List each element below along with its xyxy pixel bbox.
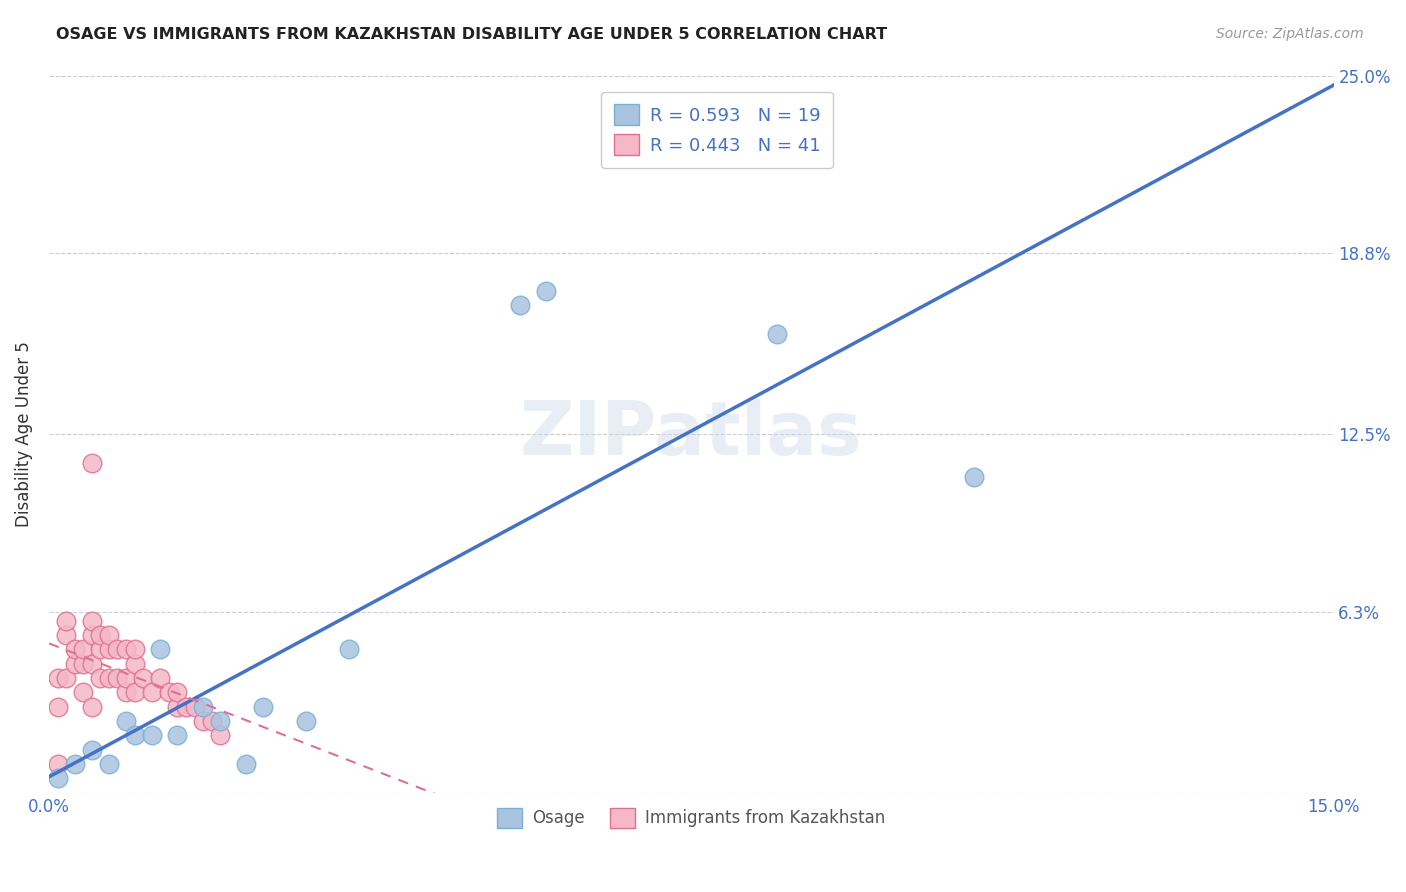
Text: OSAGE VS IMMIGRANTS FROM KAZAKHSTAN DISABILITY AGE UNDER 5 CORRELATION CHART: OSAGE VS IMMIGRANTS FROM KAZAKHSTAN DISA… — [56, 27, 887, 42]
Point — [97, 756, 120, 771]
Point — [63, 657, 86, 671]
Point — [191, 714, 214, 728]
Point — [157, 685, 180, 699]
Point — [201, 714, 224, 728]
Point — [149, 671, 172, 685]
Point — [191, 699, 214, 714]
Text: ZIPatlas: ZIPatlas — [520, 398, 862, 471]
Point — [534, 284, 557, 298]
Point — [115, 714, 138, 728]
Point — [46, 671, 69, 685]
Point — [63, 642, 86, 657]
Point — [166, 685, 188, 699]
Point — [89, 671, 111, 685]
Point — [80, 456, 103, 470]
Point — [63, 756, 86, 771]
Point — [115, 671, 138, 685]
Point — [149, 642, 172, 657]
Point — [80, 699, 103, 714]
Point — [252, 699, 274, 714]
Point — [55, 614, 77, 628]
Point — [124, 657, 146, 671]
Point — [72, 657, 94, 671]
Point — [97, 628, 120, 642]
Point — [80, 614, 103, 628]
Point — [124, 728, 146, 742]
Point — [80, 628, 103, 642]
Point — [80, 742, 103, 756]
Point — [46, 772, 69, 786]
Y-axis label: Disability Age Under 5: Disability Age Under 5 — [15, 341, 32, 527]
Point — [183, 699, 205, 714]
Point — [124, 685, 146, 699]
Point — [166, 699, 188, 714]
Point — [97, 671, 120, 685]
Legend: Osage, Immigrants from Kazakhstan: Osage, Immigrants from Kazakhstan — [491, 801, 891, 835]
Point — [107, 642, 129, 657]
Point — [115, 685, 138, 699]
Point — [46, 699, 69, 714]
Point — [89, 628, 111, 642]
Point — [46, 756, 69, 771]
Point — [141, 728, 163, 742]
Point — [174, 699, 197, 714]
Point — [72, 685, 94, 699]
Point — [80, 657, 103, 671]
Point — [509, 298, 531, 312]
Point — [97, 642, 120, 657]
Text: Source: ZipAtlas.com: Source: ZipAtlas.com — [1216, 27, 1364, 41]
Point — [132, 671, 155, 685]
Point — [107, 671, 129, 685]
Point — [55, 628, 77, 642]
Point — [89, 642, 111, 657]
Point — [766, 326, 789, 341]
Point — [209, 714, 232, 728]
Point — [141, 685, 163, 699]
Point — [115, 642, 138, 657]
Point — [235, 756, 257, 771]
Point — [295, 714, 318, 728]
Point — [55, 671, 77, 685]
Point — [72, 642, 94, 657]
Point — [124, 642, 146, 657]
Point — [209, 728, 232, 742]
Point — [337, 642, 360, 657]
Point — [963, 470, 986, 484]
Point — [166, 728, 188, 742]
